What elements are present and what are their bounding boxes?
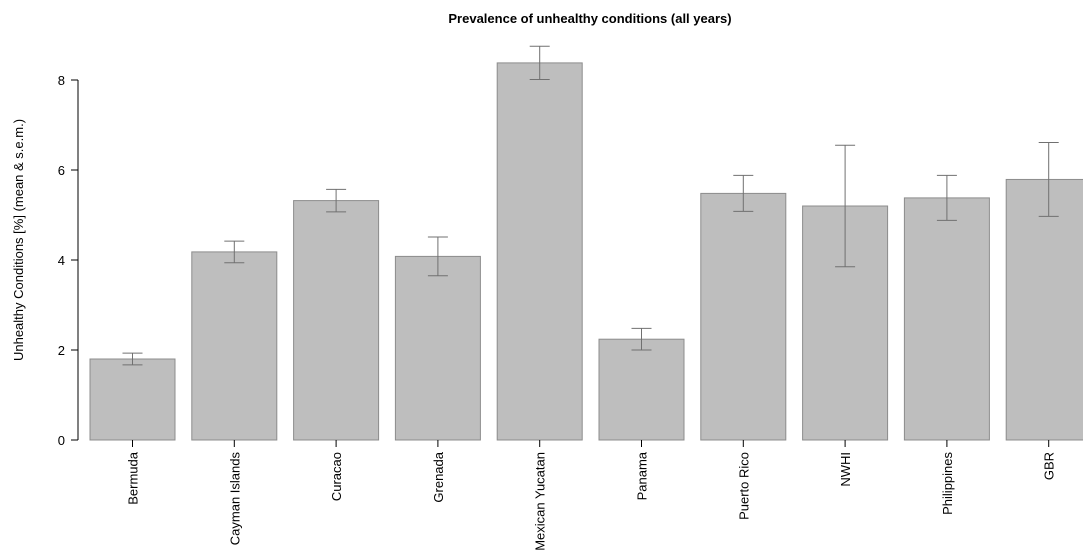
bars-group — [89, 45, 1083, 441]
bar — [700, 192, 787, 441]
x-tick-label: Grenada — [431, 451, 446, 502]
x-tick-label: GBR — [1042, 452, 1057, 480]
x-tick-label: NWHI — [838, 452, 853, 487]
y-tick-label: 4 — [58, 253, 65, 268]
y-tick-label: 8 — [58, 73, 65, 88]
bar — [293, 200, 380, 441]
x-tick-label: Bermuda — [126, 451, 141, 505]
x-tick-label: Mexican Yucatan — [533, 452, 548, 551]
bar — [191, 251, 278, 441]
bar — [89, 358, 176, 441]
x-tick-label: Philippines — [940, 452, 955, 515]
x-tick-labels: Bermuda Cayman Islands Curacao Grenada Mexic… — [126, 440, 1057, 551]
bar — [496, 62, 583, 441]
bar — [1005, 178, 1083, 441]
chart-title: Prevalence of unhealthy conditions (all … — [448, 11, 731, 26]
y-tick-label: 0 — [58, 433, 65, 448]
x-tick-label: Panama — [635, 451, 650, 500]
bar — [394, 255, 481, 441]
bar — [903, 197, 990, 441]
y-axis-label: Unhealthy Conditions [%] (mean & s.e.m.) — [11, 119, 26, 361]
y-tick-label: 2 — [58, 343, 65, 358]
x-tick-label: Curacao — [329, 452, 344, 501]
bar — [598, 338, 685, 441]
y-axis: 0 2 4 6 8 — [58, 73, 79, 448]
x-tick-label: Cayman Islands — [227, 452, 242, 546]
x-tick-label: Puerto Rico — [736, 452, 751, 520]
y-tick-label: 6 — [58, 163, 65, 178]
